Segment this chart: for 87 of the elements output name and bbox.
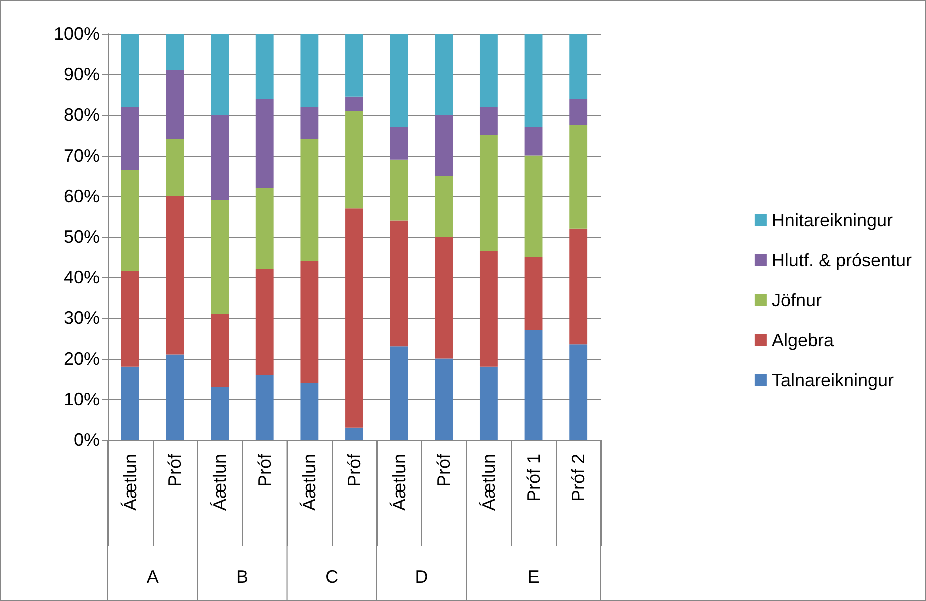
bar xyxy=(480,251,498,367)
bar xyxy=(390,160,408,221)
bar xyxy=(256,375,274,440)
bar xyxy=(570,228,588,345)
bar xyxy=(300,140,319,262)
y-tick-label: 60% xyxy=(64,186,100,206)
y-tick-label: 70% xyxy=(64,146,100,166)
x-tick-label: Próf 1 xyxy=(524,454,544,502)
bar xyxy=(300,107,319,140)
bar xyxy=(256,98,274,188)
bar xyxy=(256,188,274,270)
bar xyxy=(300,261,319,384)
bar xyxy=(121,366,140,440)
bar xyxy=(166,140,184,196)
bar xyxy=(346,96,364,112)
text: C xyxy=(326,567,339,587)
x-tick-label: Próf xyxy=(165,453,186,488)
bar xyxy=(390,346,408,440)
bar xyxy=(524,34,543,128)
bar xyxy=(435,237,454,359)
bar xyxy=(121,170,140,272)
bar xyxy=(435,358,454,440)
bar xyxy=(346,208,364,428)
bar xyxy=(435,34,454,116)
bar xyxy=(524,156,543,258)
bar xyxy=(435,176,454,237)
y-tick-label: 90% xyxy=(64,64,100,85)
x-tick-label: Áætlun xyxy=(478,454,499,512)
text: B xyxy=(236,567,248,587)
legend-label: Hlutf. & prósentur xyxy=(772,250,912,270)
bar xyxy=(211,314,230,388)
bar xyxy=(211,387,230,440)
bar xyxy=(390,220,408,347)
bar xyxy=(121,107,140,170)
legend-label: Hnitareikningur xyxy=(772,210,894,230)
bar xyxy=(121,272,140,367)
bar xyxy=(346,428,364,440)
y-tick-label: 20% xyxy=(64,348,100,369)
bar xyxy=(256,269,274,376)
x-tick-label: Próf xyxy=(254,453,275,488)
bar xyxy=(256,34,274,99)
text: E xyxy=(528,567,540,587)
bar xyxy=(435,115,454,176)
bar xyxy=(166,34,184,71)
x-tick-label: Áætlun xyxy=(389,454,410,512)
y-tick-label: 80% xyxy=(64,105,100,126)
bar xyxy=(390,127,408,160)
x-tick-label: Próf 2 xyxy=(568,454,589,502)
bar xyxy=(346,34,364,97)
legend-label: Jöfnur xyxy=(772,290,822,310)
x-tick-label: Áætlun xyxy=(120,454,140,512)
y-tick-label: 10% xyxy=(64,389,100,410)
text: A xyxy=(146,567,159,587)
bar xyxy=(166,354,184,440)
bar xyxy=(300,34,319,108)
legend-label: Algebra xyxy=(772,330,835,350)
bar xyxy=(524,257,543,330)
bar xyxy=(166,196,184,355)
bar xyxy=(166,70,184,140)
bar xyxy=(480,136,498,252)
bar xyxy=(480,366,498,440)
x-tick-label: Áætlun xyxy=(210,454,230,512)
bar xyxy=(300,383,319,440)
bar xyxy=(570,125,588,229)
y-tick-label: 40% xyxy=(64,268,100,288)
y-tick-label: 0% xyxy=(74,430,100,450)
y-tick-label: 30% xyxy=(64,308,100,328)
bar xyxy=(570,34,588,99)
bar xyxy=(390,34,408,128)
bar xyxy=(211,115,230,200)
bar xyxy=(480,34,498,108)
bar xyxy=(570,98,588,126)
y-tick-label: 50% xyxy=(64,227,100,247)
bar xyxy=(121,34,140,108)
bar xyxy=(346,111,364,209)
bar xyxy=(524,127,543,156)
bar xyxy=(211,34,230,116)
y-tick-label: 100% xyxy=(54,24,100,44)
x-tick-label: Próf xyxy=(344,453,364,488)
legend-label: Talnareikningur xyxy=(772,370,894,390)
text: D xyxy=(415,567,428,587)
bar xyxy=(480,107,498,136)
bar xyxy=(570,344,588,440)
bar xyxy=(524,330,543,440)
bar xyxy=(211,200,230,314)
x-tick-label: Áætlun xyxy=(300,454,320,512)
x-tick-label: Próf xyxy=(434,453,454,488)
